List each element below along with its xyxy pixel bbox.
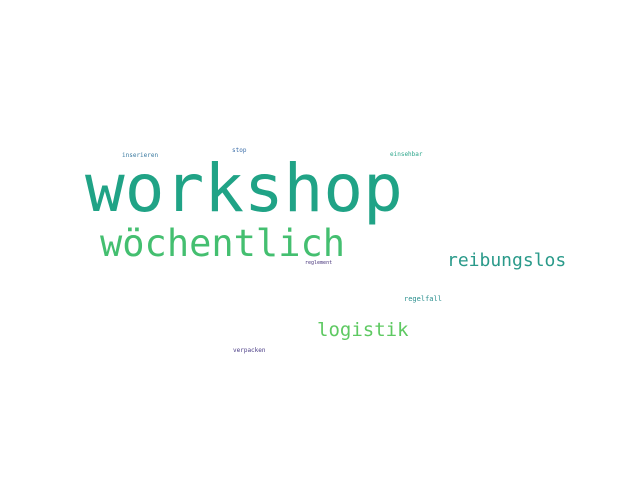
word-einsehbar: einsehbar	[390, 151, 423, 158]
word-reibungslos: reibungslos	[447, 250, 567, 271]
word-woechentlich: wöchentlich	[100, 222, 346, 265]
word-stop: stop	[232, 147, 247, 154]
word-verpacken: verpacken	[233, 347, 266, 354]
word-logistik: logistik	[317, 319, 409, 341]
word-inserieren: inserieren	[122, 152, 159, 159]
word-workshop: workshop	[85, 150, 403, 227]
word-reglement: reglement	[305, 260, 333, 266]
word-regelfall: regelfall	[404, 295, 442, 303]
